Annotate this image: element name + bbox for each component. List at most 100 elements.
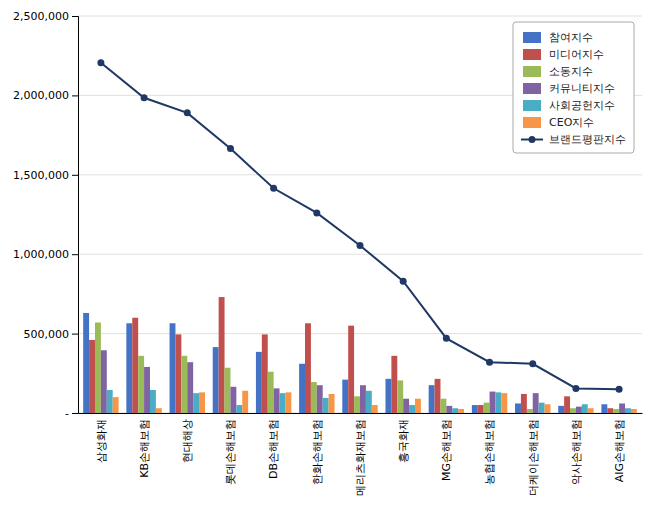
y-tick-mark	[72, 254, 78, 255]
bar	[175, 334, 181, 413]
legend-swatch	[523, 66, 541, 77]
y-tick-label: 1,500,000	[13, 169, 69, 182]
x-axis-line	[79, 413, 643, 414]
bar	[170, 323, 176, 413]
grid-line	[78, 174, 642, 175]
bar	[490, 392, 496, 413]
x-tick: 악사손해보험	[570, 419, 583, 485]
bar	[527, 409, 533, 413]
legend: 참여지수미디어지수소동지수커뮤니티지수사회공헌지수CEO지수브랜드평판지수	[513, 22, 634, 153]
bar	[268, 372, 274, 413]
marker	[270, 185, 277, 192]
bar	[354, 396, 360, 413]
bar-series	[89, 297, 613, 413]
x-tick-label: 악사손해보험	[570, 419, 583, 485]
bar	[299, 364, 305, 413]
bar	[484, 403, 490, 413]
bar	[213, 347, 219, 413]
bar	[230, 387, 236, 413]
bar	[83, 313, 89, 413]
bar	[317, 385, 323, 413]
y-tick: 2,500,000	[13, 10, 78, 23]
bar	[545, 404, 551, 413]
legend-label: 브랜드평판지수	[549, 133, 626, 146]
bar	[570, 408, 576, 413]
bar	[242, 391, 248, 413]
x-tick-label: 메리츠화재보험	[354, 419, 367, 496]
legend-swatch-marker	[529, 136, 536, 143]
bar	[156, 408, 162, 413]
x-tick-label: DB손해보험	[267, 419, 280, 479]
legend-item: 참여지수	[523, 31, 593, 44]
y-tick: 1,500,000	[13, 169, 78, 182]
marker	[616, 386, 623, 393]
bar	[323, 398, 329, 413]
bar-series	[107, 390, 631, 413]
bar	[607, 408, 613, 413]
bar	[409, 405, 415, 413]
bar	[144, 367, 150, 413]
y-axis: -500,0001,000,0001,500,0002,000,0002,500…	[13, 10, 78, 420]
bar	[256, 352, 262, 413]
marker	[184, 109, 191, 116]
x-tick-label: KB손해보험	[138, 419, 151, 478]
bar	[360, 385, 366, 413]
x-tick-label: 농협손해보험	[483, 419, 496, 485]
bar	[515, 403, 521, 413]
x-tick: 현대해상	[181, 419, 194, 463]
legend-swatch	[523, 49, 541, 60]
legend-swatch	[523, 117, 541, 128]
bar	[107, 390, 113, 413]
bar	[446, 406, 452, 413]
x-tick: MG손해보험	[440, 419, 453, 481]
y-tick-label: 2,500,000	[13, 10, 69, 23]
legend-swatch	[523, 32, 541, 43]
bar	[619, 403, 625, 413]
bar	[582, 404, 588, 413]
bar	[372, 405, 378, 413]
bar	[435, 379, 441, 413]
legend-label: CEO지수	[549, 116, 594, 129]
bar	[397, 380, 403, 413]
bar	[601, 404, 607, 413]
legend-swatch	[523, 100, 541, 111]
x-tick: 롯데손해보험	[224, 419, 237, 485]
bar	[262, 334, 268, 413]
x-tick-label: 현대해상	[181, 419, 194, 463]
bar	[403, 399, 409, 413]
bar	[458, 409, 464, 413]
marker	[486, 359, 493, 366]
bar	[187, 362, 193, 413]
y-tick: 500,000	[24, 328, 79, 341]
x-tick-label: AIG손해보험	[613, 419, 626, 482]
bar	[631, 409, 637, 413]
x-tick-label: 흥국화재	[397, 419, 410, 463]
grid-line	[78, 16, 642, 17]
y-tick-label: 500,000	[24, 328, 70, 341]
bar-series	[113, 391, 637, 413]
plot: -500,0001,000,0001,500,0002,000,0002,500…	[13, 10, 642, 496]
bar	[429, 385, 435, 413]
legend-swatch	[523, 83, 541, 94]
x-tick: 더케이손해보험	[527, 419, 540, 496]
marker	[227, 145, 234, 152]
legend-item: 브랜드평판지수	[521, 133, 626, 146]
bar	[132, 318, 138, 413]
marker	[357, 242, 364, 249]
y-tick: 2,000,000	[13, 89, 78, 102]
legend-item: CEO지수	[523, 116, 594, 129]
x-tick: 흥국화재	[397, 419, 410, 463]
bar	[280, 393, 286, 413]
bar	[138, 356, 144, 413]
bar	[193, 393, 199, 413]
bar	[501, 393, 507, 413]
legend-item: 커뮤니티지수	[523, 82, 615, 95]
bar	[150, 390, 156, 413]
bar-series	[101, 350, 625, 413]
y-tick-mark	[72, 175, 78, 176]
bar	[564, 396, 570, 413]
x-tick: KB손해보험	[138, 419, 151, 478]
grid-line	[78, 254, 642, 255]
x-tick: DB손해보험	[267, 419, 280, 479]
bar	[478, 405, 484, 413]
